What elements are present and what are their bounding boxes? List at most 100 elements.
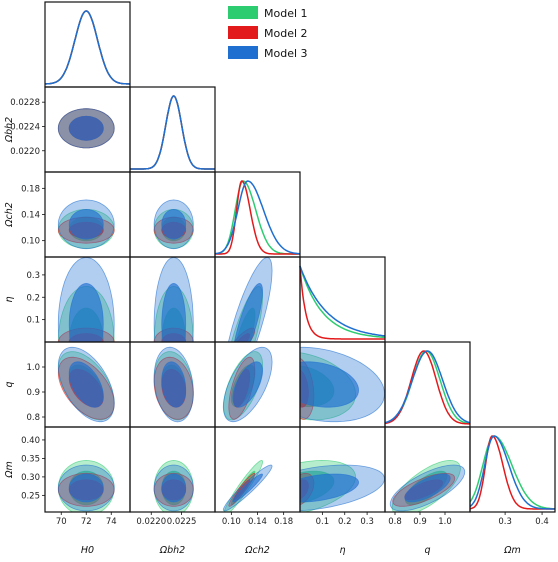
- y-tick-label: 0.40: [21, 436, 40, 446]
- contour-68-model-3: [161, 361, 187, 408]
- y-tick-label: 0.0220: [10, 147, 40, 157]
- panel-Om-vs-q: [389, 459, 466, 512]
- panel-Om-vs-H0: [57, 459, 115, 512]
- contour-68-model-3: [234, 282, 264, 342]
- y-axis-title: Ωch2: [4, 202, 15, 228]
- x-tick-label: 0.2: [338, 517, 352, 527]
- y-tick-label: 0.1: [26, 316, 40, 326]
- marginal-eta: [299, 265, 386, 340]
- marginal-curve-model-3: [299, 265, 386, 337]
- contour-68-model-3: [232, 473, 264, 503]
- marginal-curve-model-2: [215, 180, 300, 255]
- contour-68-model-3: [68, 473, 104, 503]
- y-tick-label: 0.0224: [10, 122, 40, 132]
- marginal-curve-model-2: [45, 10, 130, 85]
- contour-68-model-3: [161, 208, 187, 240]
- x-tick-label: 0.1: [316, 517, 330, 527]
- panel-Och2-vs-Obh2: [153, 199, 194, 250]
- marginal-curve-model-3: [45, 10, 130, 85]
- marginal-Obh2: [130, 95, 215, 170]
- panel-q-vs-H0: [57, 346, 115, 423]
- contour-68-model-3: [68, 208, 104, 240]
- panel-q-vs-Och2: [222, 346, 273, 423]
- marginal-curve-model-3: [384, 350, 471, 424]
- y-axis-title: q: [4, 381, 15, 387]
- x-tick-label: 74: [106, 517, 117, 527]
- x-axis-title: Ωm: [503, 545, 521, 556]
- x-axis-title: H0: [81, 545, 94, 556]
- marginal-Om: [469, 435, 555, 510]
- panel-frame: [469, 426, 556, 513]
- contour-68-model-3: [161, 473, 187, 503]
- contour-68-model-3: [300, 473, 360, 503]
- y-tick-label: 0.2: [26, 293, 40, 303]
- legend-label: Model 3: [264, 47, 308, 60]
- x-tick-label: 70: [56, 517, 67, 527]
- panel-Om-vs-Obh2: [153, 459, 194, 512]
- y-axis-title: Ωbh2: [4, 117, 15, 143]
- x-tick-label: 1.0: [438, 517, 452, 527]
- x-tick-label: 0.9: [413, 517, 427, 527]
- marginal-curve-model-3: [130, 95, 215, 170]
- y-tick-label: 0.0228: [10, 98, 40, 108]
- legend-swatch-model-2: [228, 26, 258, 39]
- y-tick-label: 0.18: [21, 184, 40, 194]
- panel-Obh2-vs-H0: [57, 108, 115, 149]
- y-axis-title: η: [4, 296, 15, 302]
- panel-eta-vs-H0: [57, 257, 115, 342]
- contour-68-model-3: [68, 115, 104, 141]
- x-axis-title: Ωbh2: [159, 545, 185, 556]
- contour-68-model-3: [68, 282, 104, 342]
- x-tick-label: 0.4: [535, 517, 549, 527]
- marginal-curve-model-2: [384, 350, 470, 425]
- panel-Och2-vs-H0: [57, 199, 115, 250]
- panel-q-vs-eta: [300, 346, 385, 423]
- x-tick-label: 0.3: [360, 517, 374, 527]
- marginal-curve-model-3: [469, 435, 555, 510]
- contour-68-model-3: [232, 361, 264, 408]
- legend-label: Model 1: [264, 7, 308, 20]
- marginal-curve-model-3: [214, 180, 300, 255]
- x-tick-label: 0.18: [274, 517, 293, 527]
- y-tick-label: 1.0: [26, 363, 40, 373]
- legend: Model 1 Model 2 Model 3: [228, 6, 308, 60]
- marginal-H0: [45, 10, 130, 85]
- y-axis-title: Ωm: [4, 461, 15, 479]
- x-tick-label: 72: [81, 517, 92, 527]
- x-tick-label: 0.10: [222, 517, 241, 527]
- legend-swatch-model-3: [228, 46, 258, 59]
- contour-68-model-3: [300, 361, 360, 408]
- marginal-curve-model-1: [469, 435, 555, 510]
- contour-68-model-3: [68, 361, 104, 408]
- panel-frame: [129, 86, 216, 173]
- y-tick-label: 0.35: [21, 454, 40, 464]
- marginal-q: [384, 350, 471, 425]
- x-tick-label: 0.14: [248, 517, 267, 527]
- x-axis-title: Ωch2: [244, 545, 270, 556]
- contour-68-model-3: [161, 282, 187, 342]
- x-tick-label: 0.3: [498, 517, 512, 527]
- panel-frame: [299, 256, 386, 343]
- y-tick-label: 0.10: [21, 237, 40, 247]
- marginal-curve-model-1: [299, 265, 386, 339]
- legend-swatch-model-1: [228, 6, 258, 19]
- marginal-Och2: [214, 180, 300, 255]
- marginal-curve-model-2: [130, 95, 215, 170]
- y-tick-label: 0.9: [26, 388, 40, 398]
- x-tick-label: 0.0225: [167, 517, 197, 527]
- y-tick-label: 0.3: [26, 271, 40, 281]
- y-tick-label: 0.30: [21, 473, 40, 483]
- x-axis-title: η: [339, 545, 345, 556]
- panel-frame: [44, 1, 131, 88]
- y-tick-label: 0.8: [26, 413, 40, 423]
- legend-label: Model 2: [264, 27, 308, 40]
- panel-Om-vs-Och2: [222, 459, 273, 512]
- x-tick-label: 0.8: [388, 517, 402, 527]
- marginal-curve-model-1: [45, 10, 130, 85]
- y-tick-label: 0.14: [21, 211, 40, 221]
- marginal-curve-model-2: [299, 265, 385, 340]
- x-axis-title: q: [424, 545, 430, 556]
- panel-eta-vs-Obh2: [153, 257, 194, 342]
